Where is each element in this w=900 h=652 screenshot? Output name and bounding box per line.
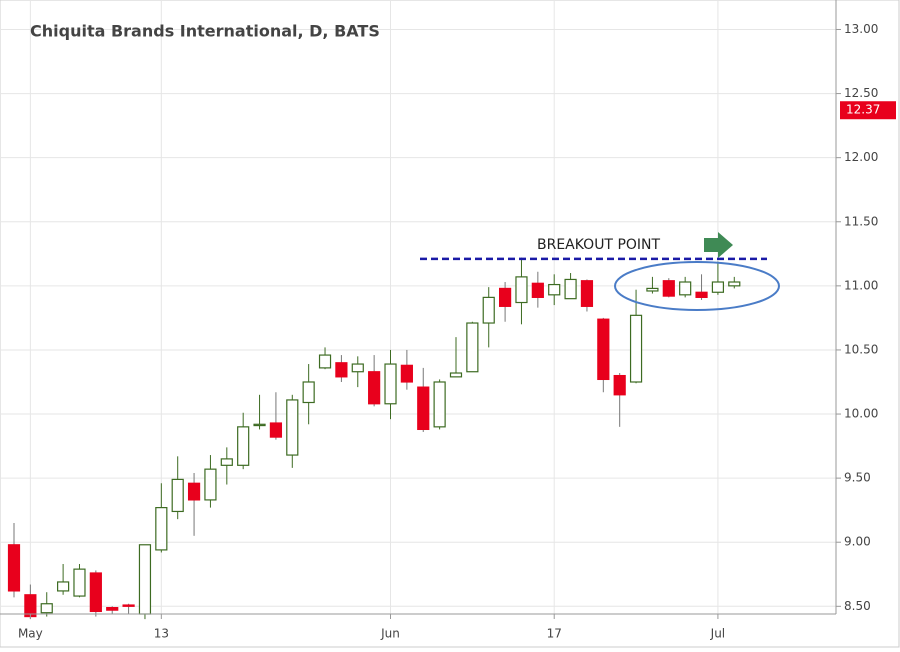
candle-body — [335, 362, 348, 378]
candle-body — [187, 482, 201, 501]
x-tick-label: Jun — [380, 627, 400, 641]
candle-body — [564, 278, 577, 300]
candle-body — [711, 281, 725, 293]
candle-body — [138, 544, 152, 615]
candle-body — [433, 381, 446, 428]
x-tick-label: Jul — [710, 627, 725, 641]
candle-body — [384, 363, 397, 405]
candle-body — [253, 423, 266, 427]
y-tick-label: 12.00 — [844, 150, 878, 164]
highlight-ellipse — [614, 261, 780, 311]
candle-body — [695, 291, 708, 298]
candle-body — [449, 372, 463, 378]
candle-body — [57, 581, 70, 592]
candle-body — [646, 287, 659, 292]
candle-body — [122, 604, 135, 607]
candle-body — [171, 478, 184, 513]
candle-body — [597, 318, 610, 381]
candle-body — [662, 280, 675, 297]
candle-body — [728, 281, 741, 287]
x-tick-label: 13 — [154, 627, 169, 641]
y-tick-label: 9.00 — [844, 535, 871, 549]
candle-body — [302, 381, 315, 404]
candle-body — [286, 399, 299, 456]
candle-body — [466, 322, 479, 373]
y-tick-label: 10.00 — [844, 407, 878, 421]
candle-body — [531, 282, 544, 298]
y-tick-label: 9.50 — [844, 471, 871, 485]
y-tick-label: 8.50 — [844, 599, 871, 613]
candle-body — [204, 468, 217, 501]
candle-body — [417, 386, 430, 431]
candle-body — [400, 364, 413, 383]
candle-body — [482, 296, 495, 324]
price-tag-label: 12.37 — [846, 103, 880, 117]
price-tag — [840, 101, 896, 120]
y-tick-label: 12.50 — [844, 86, 878, 100]
candle-body — [7, 544, 21, 592]
y-tick-label: 11.50 — [844, 214, 878, 228]
candle-body — [269, 422, 283, 438]
candle-body — [155, 507, 168, 551]
candle-body — [580, 280, 594, 307]
candle-body — [89, 572, 102, 613]
y-tick-label: 11.00 — [844, 278, 878, 292]
arrow — [704, 232, 733, 258]
candle-body — [318, 354, 332, 369]
y-tick-label: 10.50 — [844, 342, 878, 356]
candle-body — [351, 363, 364, 373]
x-tick-label: May — [18, 627, 43, 641]
candle-body — [613, 374, 626, 396]
grid — [0, 0, 836, 614]
candle-body — [368, 371, 381, 405]
candle-body — [548, 283, 561, 296]
candle-body — [73, 568, 86, 597]
candle-body — [106, 606, 119, 611]
candle-body — [237, 426, 250, 466]
x-tick-label: 17 — [547, 627, 562, 641]
y-tick-label: 13.00 — [844, 22, 878, 36]
candle-body — [515, 276, 528, 304]
chart-title: Chiquita Brands International, D, BATS — [30, 22, 380, 41]
candle-body — [40, 603, 53, 614]
candle-body — [499, 287, 512, 307]
candle-body — [220, 458, 233, 466]
candle-body — [629, 314, 643, 383]
annotation: BREAKOUT POINT — [537, 237, 661, 253]
candle-body — [24, 594, 37, 618]
candle-body — [679, 281, 692, 296]
